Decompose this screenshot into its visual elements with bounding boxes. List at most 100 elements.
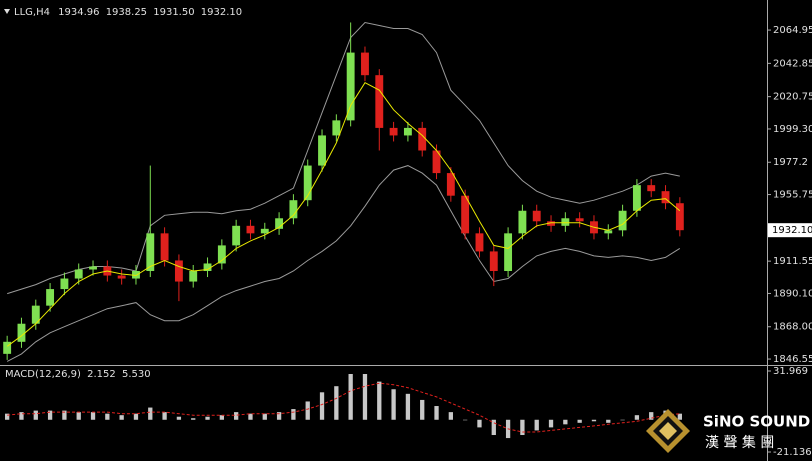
macd-bar [248,413,253,420]
macd-bar [362,374,368,420]
macd-bar [162,412,167,420]
candle-body [146,233,155,272]
y-tick-label: 2042.85 [773,58,812,69]
candle-body [418,127,427,151]
y-tick-label: 1846.55 [773,354,812,365]
header-high: 1938.25 [106,7,147,18]
y-tick-label: 1868.00 [773,322,812,333]
macd-bar [105,413,110,420]
chart-header: LLG,H4 1934.96 1938.25 1931.50 1932.10 [14,7,242,18]
header-close: 1932.10 [201,7,242,18]
macd-signal-value: 5.530 [122,369,151,380]
candle-body [160,233,169,261]
macd-bar [534,419,539,431]
candle-body [661,191,670,204]
macd-bar [119,415,124,420]
macd-bar [205,416,210,420]
candle-body [375,75,384,128]
candle-body [461,195,470,234]
y-tick-label: 1890.10 [773,288,812,299]
macd-bar [234,412,239,420]
band-upper [7,21,680,295]
y-tick-label: 1999.30 [773,124,812,135]
macd-bar [463,419,468,421]
macd-bar [391,389,396,420]
candle-body [232,225,241,246]
macd-bar [477,419,482,428]
macd-bar [434,406,439,420]
macd-value: 2.152 [87,369,116,380]
plot-area: 2064.95 2042.85 2020.75 1999.30 1977.2 1955.7… [3,21,812,458]
candle-body [675,203,684,231]
macd-title: MACD(12,26,9) [5,369,81,380]
candle-body [504,233,513,272]
logo-core [659,422,677,440]
candle-body [632,185,641,211]
logo-brand: SiNO SOUND [703,413,810,431]
macd-bar [677,413,682,420]
candle-body [575,218,584,222]
macd-bar [305,401,310,420]
candle-body [618,210,627,231]
candle-body [46,289,55,306]
symbol: LLG,H4 [14,7,50,18]
candle-body [361,52,369,76]
macd-bar [47,410,53,420]
candle-body [547,221,555,226]
candle-body [561,218,570,226]
candle-body [475,233,484,252]
macd-bar [62,410,67,420]
macd-bar [491,419,496,436]
candle-body [174,260,183,282]
candle-body [346,52,355,121]
candle-body [3,341,12,354]
macd-bar [634,415,640,420]
logo-chinese: 漢 聲 集 團 [705,434,774,451]
macd-bar [649,412,654,420]
y-tick-label: 2020.75 [773,92,812,103]
macd-bar [334,386,339,420]
candle-body [89,266,97,270]
macd-bar [262,413,267,420]
candle-body [532,210,541,222]
macd-bar [348,374,353,420]
menu-arrow [4,9,10,14]
candle-body [246,225,255,234]
candle-body [647,185,656,192]
candle-body [189,271,198,282]
header-open: 1934.96 [58,7,99,18]
macd-bar [5,413,10,420]
macd-bar [405,393,411,420]
candle-body [60,278,69,290]
band-lower [6,165,681,362]
macd-bar [563,419,568,425]
y-tick-label: 1911.55 [773,256,812,267]
y-tick-label: 1955.75 [773,190,812,201]
candle-body [217,245,226,264]
macd-bar [377,381,382,420]
candle-body [432,150,441,174]
logo: SiNO SOUND 漢 聲 集 團 [646,409,810,453]
macd-bar [133,413,139,420]
macd-bar [176,416,182,420]
candle-body [275,218,284,229]
candle-body [203,263,212,272]
macd-bar [620,419,625,421]
macd-bar [90,412,96,420]
y-tick-label: -21.136 [773,447,812,458]
macd-bar [606,419,611,423]
macd-bar [577,419,582,423]
moving-average [6,82,681,347]
y-tick-label: 1977.2 [773,157,808,168]
candle-body [260,228,269,234]
y-tick-label: 31.969 [773,366,808,377]
header-low: 1931.50 [153,7,194,18]
candle-body [132,271,140,279]
candle-body [403,127,412,136]
macd-bar [19,412,24,420]
macd-bar [219,415,224,420]
candle-body [518,210,527,234]
macd-bar [33,410,38,420]
